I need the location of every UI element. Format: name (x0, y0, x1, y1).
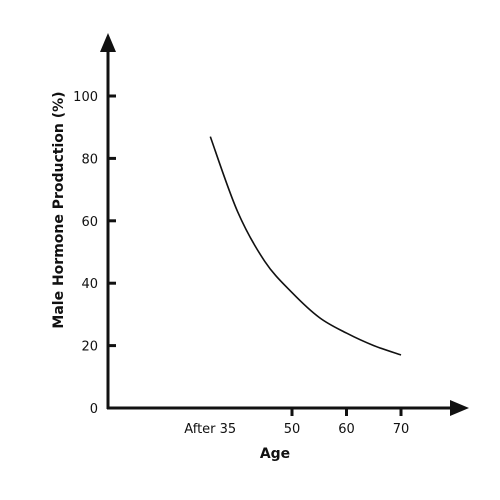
y-ticks: 0 20 40 60 80 100 (73, 90, 116, 417)
x-ticks: After 35 50 60 70 (184, 408, 409, 437)
y-tick-label: 20 (81, 340, 98, 355)
y-tick-label: 80 (81, 152, 98, 167)
series-layer (209, 136, 402, 356)
axes (100, 33, 469, 416)
x-tick-label: 50 (284, 422, 301, 437)
y-tick-label: 40 (81, 277, 98, 292)
y-axis-arrow (100, 33, 116, 52)
y-tick-label: 100 (73, 90, 98, 105)
series-line (209, 136, 402, 356)
y-tick-label: 60 (81, 215, 98, 230)
y-tick-label: 0 (90, 402, 98, 417)
x-tick-label: 60 (338, 422, 355, 437)
x-tick-label: After 35 (184, 422, 236, 437)
x-axis-title: Age (260, 446, 290, 462)
x-tick-label: 70 (393, 422, 410, 437)
x-axis-arrow (450, 400, 469, 416)
y-axis-title: Male Hormone Production (%) (51, 91, 67, 328)
